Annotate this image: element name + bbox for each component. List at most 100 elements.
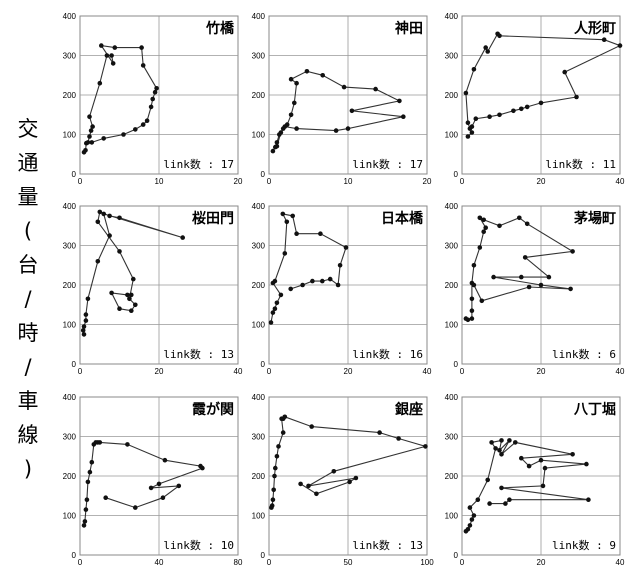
- y-tick-label: 100: [445, 321, 459, 330]
- data-point: [150, 96, 155, 102]
- data-point: [87, 134, 92, 139]
- link-count-label: link数 : 13: [163, 348, 234, 361]
- data-point: [294, 231, 299, 236]
- data-point: [349, 108, 355, 114]
- data-point: [272, 306, 278, 312]
- y-tick-label: 400: [252, 12, 266, 21]
- y-tick-label: 300: [252, 52, 266, 61]
- x-tick-label: 0: [267, 177, 272, 186]
- y-tick-label: 0: [261, 170, 266, 179]
- data-point: [274, 140, 280, 145]
- y-tick-label: 200: [445, 472, 459, 481]
- y-axis-label-char: 台: [17, 253, 39, 277]
- y-tick-label: 300: [445, 433, 459, 442]
- data-point: [280, 211, 286, 217]
- link-count-label: link数 : 11: [545, 158, 616, 171]
- panel-title: 竹橋: [205, 20, 235, 37]
- data-point: [109, 53, 114, 58]
- data-point: [133, 302, 138, 308]
- data-point: [493, 446, 498, 451]
- data-point: [331, 469, 337, 474]
- data-point: [343, 245, 349, 250]
- y-tick-label: 0: [261, 360, 266, 369]
- data-point: [568, 286, 573, 292]
- data-point: [540, 483, 546, 489]
- y-tick-label: 0: [261, 551, 266, 560]
- data-point: [152, 89, 158, 95]
- data-point: [85, 140, 91, 145]
- data-point: [80, 328, 86, 333]
- data-point: [148, 485, 154, 491]
- x-tick-label: 80: [234, 558, 243, 567]
- data-point: [306, 483, 311, 489]
- x-tick-label: 40: [234, 367, 243, 376]
- data-point: [156, 481, 162, 487]
- data-point: [397, 98, 402, 104]
- data-point: [107, 233, 112, 238]
- data-point: [87, 469, 93, 475]
- x-tick-label: 0: [267, 367, 272, 376]
- data-point: [562, 69, 567, 75]
- data-point: [274, 144, 280, 149]
- data-point: [290, 213, 296, 219]
- chart-panel: 0 100 200 300 400 0 20 40 桜田門 link数 : 13: [63, 202, 243, 376]
- data-point: [131, 276, 136, 282]
- chart-panel: 0 100 200 300 400 0 40 80 霞が関 link数 : 10: [63, 393, 243, 567]
- data-point: [507, 438, 512, 443]
- data-point: [469, 517, 475, 522]
- data-point: [270, 310, 276, 315]
- data-point: [272, 473, 277, 479]
- y-tick-label: 400: [445, 202, 459, 211]
- data-point: [288, 286, 294, 292]
- data-point: [463, 90, 469, 96]
- data-point: [485, 49, 491, 54]
- x-tick-label: 40: [155, 558, 164, 567]
- data-point: [125, 442, 130, 447]
- data-point: [469, 130, 475, 135]
- data-point: [129, 292, 134, 298]
- data-point: [133, 505, 138, 510]
- y-tick-label: 400: [252, 393, 266, 402]
- y-axis-label-char: 時: [17, 321, 39, 345]
- data-point: [465, 317, 471, 323]
- data-point: [489, 440, 494, 445]
- y-tick-label: 400: [63, 12, 77, 21]
- data-point: [133, 127, 138, 132]
- y-tick-label: 300: [252, 242, 266, 251]
- data-point: [601, 37, 607, 42]
- data-point: [176, 483, 182, 489]
- data-point: [97, 440, 103, 445]
- data-point: [81, 324, 87, 329]
- data-point: [526, 463, 532, 469]
- data-point: [320, 73, 326, 78]
- data-point: [335, 282, 341, 288]
- x-tick-label: 40: [423, 367, 432, 376]
- x-tick-label: 20: [537, 177, 546, 186]
- chart-panel: 0 100 200 300 400 0 20 40 日本橋 link数 : 16: [252, 202, 432, 376]
- data-point: [200, 465, 205, 471]
- data-point: [503, 501, 508, 506]
- data-point: [320, 278, 325, 284]
- data-point: [273, 465, 278, 471]
- data-point: [584, 461, 589, 467]
- data-point: [491, 274, 496, 280]
- data-point: [538, 100, 544, 106]
- link-count-label: link数 : 9: [552, 539, 616, 552]
- y-tick-label: 400: [445, 393, 459, 402]
- data-point: [469, 308, 475, 314]
- y-axis-label: 交通量 (台 / 時 / 車線): [10, 112, 46, 486]
- x-tick-label: 10: [155, 177, 164, 186]
- data-point: [180, 235, 185, 240]
- data-point: [538, 282, 544, 288]
- data-point: [499, 485, 504, 491]
- data-point: [140, 122, 146, 127]
- panel-title: 神田: [395, 20, 423, 37]
- panel-title: 桜田門: [192, 210, 234, 227]
- data-point: [127, 296, 132, 302]
- data-point: [347, 479, 352, 485]
- data-point: [110, 61, 116, 66]
- data-point: [318, 231, 323, 236]
- data-point: [288, 76, 294, 82]
- y-tick-label: 200: [63, 281, 77, 290]
- y-tick-label: 400: [252, 202, 266, 211]
